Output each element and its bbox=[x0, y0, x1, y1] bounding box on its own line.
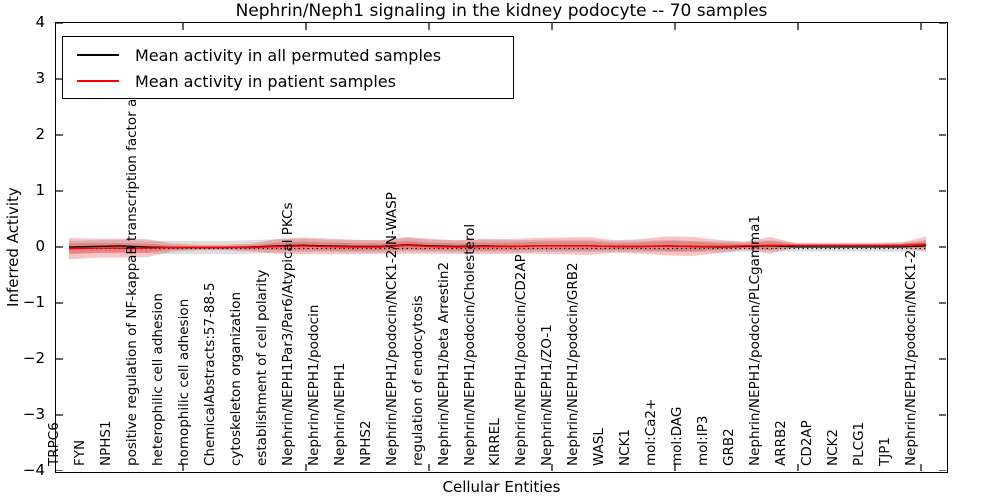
x-category-label: Nephrin/NEPH1/podocin/CD2AP bbox=[513, 254, 530, 466]
x-category-label: TJP1 bbox=[877, 437, 894, 466]
y-tick-label: 1 bbox=[35, 181, 45, 199]
x-category-label: homophilic cell adhesion bbox=[175, 298, 192, 466]
x-category-label: ChemicalAbstracts:57-88-5 bbox=[201, 282, 218, 466]
x-category-label: Nephrin/NEPH1/podocin/NCK1-2/N-WASP bbox=[383, 192, 400, 466]
x-category-label: WASL bbox=[591, 428, 608, 466]
y-tick-label: 4 bbox=[35, 13, 45, 31]
x-category-label: PLCG1 bbox=[851, 421, 868, 466]
chart-canvas bbox=[56, 23, 946, 471]
x-category-label: Nephrin/NEPH1/podocin bbox=[305, 304, 322, 466]
x-category-label: NPHS1 bbox=[97, 420, 114, 466]
x-category-label: KIRREL bbox=[487, 418, 504, 466]
x-category-label: NCK1 bbox=[617, 429, 634, 466]
x-category-label: establishment of cell polarity bbox=[253, 269, 270, 466]
legend-item-patient: Mean activity in patient samples bbox=[63, 68, 513, 94]
x-axis-title: Cellular Entities bbox=[442, 478, 561, 496]
legend-label-patient: Mean activity in patient samples bbox=[135, 71, 396, 91]
x-category-label: cytoskeleton organization bbox=[227, 291, 244, 466]
x-category-label: NCK2 bbox=[825, 429, 842, 466]
y-tick-label: −3 bbox=[22, 405, 45, 423]
x-category-label: TRPC6 bbox=[46, 422, 62, 466]
x-category-label: Nephrin/NEPH1 bbox=[331, 362, 348, 466]
legend-line-swatch-patient bbox=[77, 80, 119, 82]
plot-area bbox=[55, 22, 948, 473]
chart-title: Nephrin/Neph1 signaling in the kidney po… bbox=[235, 1, 768, 21]
y-tick-label: 3 bbox=[35, 69, 45, 87]
x-category-label: Nephrin/NEPH1/podocin/PLCgamma1 bbox=[747, 214, 764, 466]
y-tick-label: −4 bbox=[22, 461, 45, 479]
y-tick-label: 2 bbox=[35, 125, 45, 143]
legend-line-swatch-permuted bbox=[77, 54, 119, 56]
y-tick-label: 0 bbox=[35, 237, 45, 255]
legend-label-permuted: Mean activity in all permuted samples bbox=[135, 45, 442, 65]
x-category-label: Nephrin/NEPH1/podocin/Cholesterol bbox=[461, 223, 478, 466]
x-category-label: Nephrin/NEPH1/podocin/GRB2 bbox=[565, 262, 582, 466]
legend: Mean activity in all permuted samples Me… bbox=[62, 36, 514, 99]
x-category-label: ARRB2 bbox=[773, 420, 790, 466]
x-category-label: NPHS2 bbox=[357, 420, 374, 466]
x-category-label: heterophilic cell adhesion bbox=[149, 293, 166, 466]
x-category-label: Nephrin/NEPH1Par3/Par6/Atypical PKCs bbox=[279, 202, 296, 467]
patient-mean-line bbox=[68, 243, 927, 250]
y-tick-label: −2 bbox=[22, 349, 45, 367]
y-tick-label: −1 bbox=[22, 293, 45, 311]
x-category-label: Nephrin/NEPH1/ZO-1 bbox=[539, 324, 556, 466]
x-category-label: Nephrin/NEPH1/beta Arrestin2 bbox=[435, 261, 452, 466]
x-category-label: mol:DAG bbox=[669, 406, 686, 466]
x-category-label: mol:Ca2+ bbox=[643, 398, 660, 466]
x-category-label: positive regulation of NF-kappaB transcr… bbox=[123, 98, 140, 466]
x-category-label: GRB2 bbox=[721, 428, 738, 466]
x-category-label: FYN bbox=[71, 439, 88, 466]
patient-band-outer bbox=[69, 236, 927, 260]
x-category-label: Nephrin/NEPH1/podocin/NCK1-2 bbox=[903, 249, 919, 466]
x-category-label: CD2AP bbox=[799, 420, 816, 466]
x-category-label: mol:IP3 bbox=[695, 415, 712, 466]
legend-item-permuted: Mean activity in all permuted samples bbox=[63, 42, 513, 68]
x-category-label: regulation of endocytosis bbox=[409, 295, 426, 466]
